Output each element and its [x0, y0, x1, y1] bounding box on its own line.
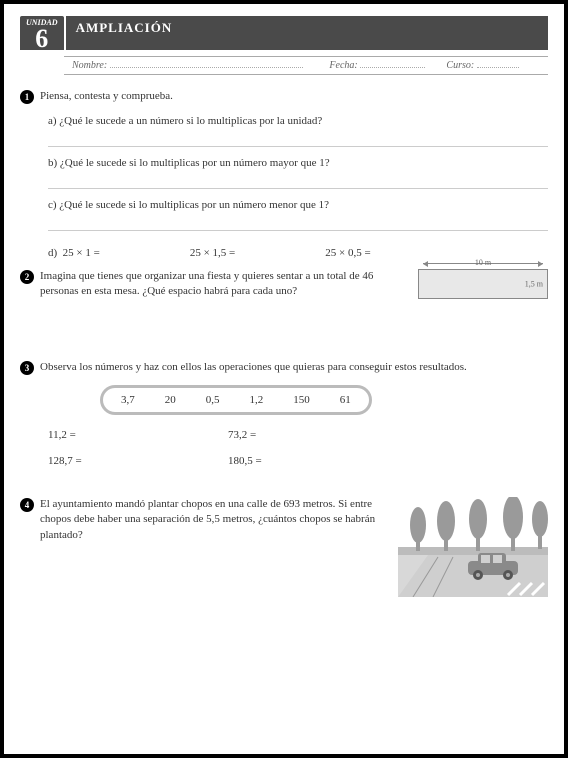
q1-d-row: d) 25 × 1 = 25 × 1,5 = 25 × 0,5 =: [48, 247, 548, 259]
street-illustration: [398, 497, 548, 597]
q3-r4: 180,5 =: [228, 455, 408, 467]
q1-d2: 25 × 1,5 =: [190, 247, 235, 259]
question-2-wrap: 2 Imagina que tienes que organizar una f…: [20, 269, 548, 310]
unit-number: 6: [26, 27, 58, 50]
answer-line: [48, 177, 548, 189]
q1-bullet: 1: [20, 90, 34, 104]
pill-num: 150: [293, 394, 310, 406]
number-pill: 3,7 20 0,5 1,2 150 61: [100, 385, 372, 415]
answer-line: [48, 135, 548, 147]
header: UNIDAD 6 AMPLIACIÓN: [20, 16, 548, 50]
answer-line: [48, 219, 548, 231]
table-diagram: 10 m 1,5 m: [418, 269, 548, 299]
q3-r3: 128,7 =: [48, 455, 228, 467]
question-1: 1 Piensa, contesta y comprueba.: [20, 89, 548, 104]
nombre-field: Nombre:: [72, 60, 329, 71]
q3-text: Observa los números y haz con ellos las …: [40, 360, 548, 375]
q4-text: El ayuntamiento mandó plantar chopos en …: [40, 497, 386, 543]
fecha-field: Fecha:: [329, 60, 446, 71]
q1-b: b) ¿Qué le sucede si lo multiplicas por …: [48, 157, 548, 169]
q1-c: c) ¿Qué le sucede si lo multiplicas por …: [48, 199, 548, 211]
q3-results: 11,2 = 73,2 = 128,7 = 180,5 =: [48, 429, 548, 467]
q3-r1: 11,2 =: [48, 429, 228, 441]
pill-num: 20: [165, 394, 176, 406]
pill-num: 0,5: [206, 394, 220, 406]
curso-field: Curso:: [446, 60, 540, 71]
page-title: AMPLIACIÓN: [66, 16, 548, 50]
q3-r2: 73,2 =: [228, 429, 408, 441]
table-height-label: 1,5 m: [525, 279, 543, 288]
q3-bullet: 3: [20, 361, 34, 375]
q1-d3: 25 × 0,5 =: [325, 247, 370, 259]
question-2: 2 Imagina que tienes que organizar una f…: [20, 269, 408, 300]
q1-text: Piensa, contesta y comprueba.: [40, 89, 548, 104]
info-row: Nombre: Fecha: Curso:: [64, 56, 548, 75]
q4-bullet: 4: [20, 498, 34, 512]
pill-num: 3,7: [121, 394, 135, 406]
pill-num: 1,2: [250, 394, 264, 406]
table-width-label: 10 m: [475, 258, 491, 267]
q2-text: Imagina que tienes que organizar una fie…: [40, 269, 408, 300]
unit-box: UNIDAD 6: [20, 16, 64, 50]
pill-num: 61: [340, 394, 351, 406]
question-4: 4 El ayuntamiento mandó plantar chopos e…: [20, 497, 386, 543]
content: 1 Piensa, contesta y comprueba. a) ¿Qué …: [20, 89, 548, 597]
q1-a: a) ¿Qué le sucede a un número si lo mult…: [48, 115, 548, 127]
question-3: 3 Observa los números y haz con ellos la…: [20, 360, 548, 375]
question-4-wrap: 4 El ayuntamiento mandó plantar chopos e…: [20, 497, 548, 597]
q1-d-label: d) 25 × 1 =: [48, 247, 100, 259]
q2-bullet: 2: [20, 270, 34, 284]
